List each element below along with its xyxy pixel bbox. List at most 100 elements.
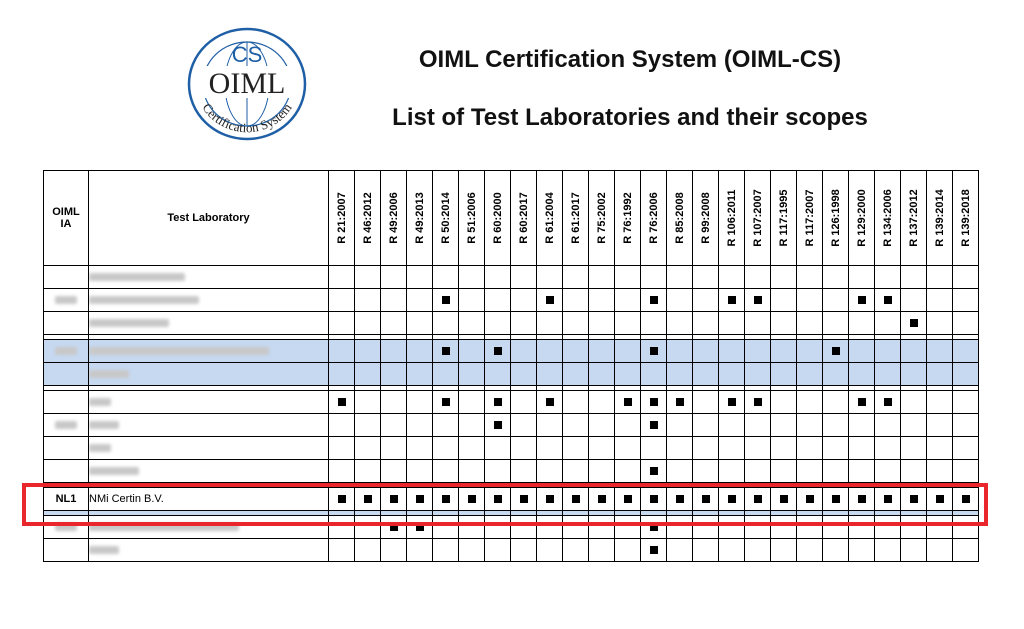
scope-mark xyxy=(649,546,658,555)
scope-cell xyxy=(588,390,615,414)
scope-mark xyxy=(727,398,736,407)
header-recommendation: R 126:1998 xyxy=(822,170,849,266)
header-recommendation: R 75:2002 xyxy=(588,170,615,266)
scope-cell xyxy=(900,413,927,437)
scope-cell xyxy=(354,362,381,386)
scope-cell xyxy=(406,459,433,483)
ia-code-redacted xyxy=(43,538,89,562)
scope-cell xyxy=(640,459,667,483)
scope-mark xyxy=(649,421,658,430)
scope-mark xyxy=(519,495,528,504)
scope-cell xyxy=(692,265,719,289)
scope-cell xyxy=(614,515,641,539)
scope-cell xyxy=(718,413,745,437)
scope-mark xyxy=(441,398,450,407)
laboratory-name-redacted xyxy=(88,390,329,414)
scope-cell xyxy=(614,339,641,363)
scope-cell xyxy=(640,538,667,562)
scope-cell xyxy=(848,362,875,386)
scope-cell xyxy=(562,459,589,483)
scope-mark xyxy=(831,347,840,356)
table-row xyxy=(43,459,979,483)
scope-cell xyxy=(796,288,823,312)
scope-mark xyxy=(857,296,866,305)
scope-cell xyxy=(744,459,771,483)
scope-cell xyxy=(588,459,615,483)
scope-cell xyxy=(328,362,355,386)
scope-mark xyxy=(649,523,658,532)
scope-cell xyxy=(562,515,589,539)
scope-cell xyxy=(432,538,459,562)
scope-mark xyxy=(883,296,892,305)
header-recommendation: R 139:2018 xyxy=(952,170,979,266)
scope-cell xyxy=(718,436,745,460)
header-recommendation: R 76:2006 xyxy=(640,170,667,266)
scope-mark xyxy=(623,398,632,407)
scope-cell xyxy=(510,436,537,460)
scope-mark xyxy=(597,495,606,504)
scope-cell xyxy=(874,311,901,335)
scope-mark xyxy=(415,523,424,532)
scope-cell xyxy=(848,538,875,562)
scope-cell xyxy=(900,265,927,289)
header-recommendation: R 129:2000 xyxy=(848,170,875,266)
scope-cell xyxy=(536,288,563,312)
scope-cell xyxy=(484,390,511,414)
scope-cell xyxy=(510,538,537,562)
ia-code: NL1 xyxy=(43,487,89,511)
scope-cell xyxy=(744,288,771,312)
scope-cell xyxy=(588,288,615,312)
scope-cell xyxy=(640,362,667,386)
table-row xyxy=(43,515,979,539)
scope-cell xyxy=(718,288,745,312)
table-row xyxy=(43,390,979,414)
scope-cell xyxy=(510,339,537,363)
scope-cell xyxy=(796,362,823,386)
scope-cell xyxy=(952,515,979,539)
scope-cell xyxy=(770,390,797,414)
scope-cell xyxy=(692,436,719,460)
scope-cell xyxy=(484,538,511,562)
page-subtitle: List of Test Laboratories and their scop… xyxy=(392,104,868,131)
scope-cell xyxy=(588,515,615,539)
scope-mark xyxy=(545,495,554,504)
scope-mark xyxy=(493,398,502,407)
scope-cell xyxy=(380,265,407,289)
header-recommendation: R 106:2011 xyxy=(718,170,745,266)
scope-cell xyxy=(822,413,849,437)
scope-cell xyxy=(562,413,589,437)
scope-cell xyxy=(822,339,849,363)
scope-mark xyxy=(467,495,476,504)
scope-cell xyxy=(926,515,953,539)
scope-cell xyxy=(952,390,979,414)
scope-cell xyxy=(614,436,641,460)
scope-cell xyxy=(510,288,537,312)
redacted-text xyxy=(89,347,269,356)
table-row xyxy=(43,362,979,386)
laboratory-name-redacted xyxy=(88,339,329,363)
table-row: NL1 NMi Certin B.V. xyxy=(43,487,979,511)
scope-cell xyxy=(666,436,693,460)
scope-mark xyxy=(909,495,918,504)
scope-cell xyxy=(874,436,901,460)
scope-cell xyxy=(354,436,381,460)
logo-oiml-text: OIML xyxy=(209,67,286,100)
scope-cell xyxy=(718,339,745,363)
scope-cell xyxy=(588,362,615,386)
scope-cell xyxy=(614,265,641,289)
header-test-laboratory: Test Laboratory xyxy=(88,170,329,266)
redacted-text xyxy=(89,467,139,476)
scope-cell xyxy=(380,515,407,539)
scope-cell xyxy=(770,339,797,363)
scope-cell xyxy=(536,339,563,363)
scope-mark xyxy=(389,495,398,504)
scope-cell xyxy=(354,339,381,363)
scope-mark xyxy=(545,296,554,305)
scope-cell xyxy=(640,413,667,437)
scope-cell xyxy=(380,459,407,483)
scope-cell xyxy=(926,436,953,460)
scope-cell xyxy=(432,413,459,437)
scope-cell xyxy=(406,362,433,386)
ia-code-redacted xyxy=(43,288,89,312)
laboratory-name-redacted xyxy=(88,265,329,289)
